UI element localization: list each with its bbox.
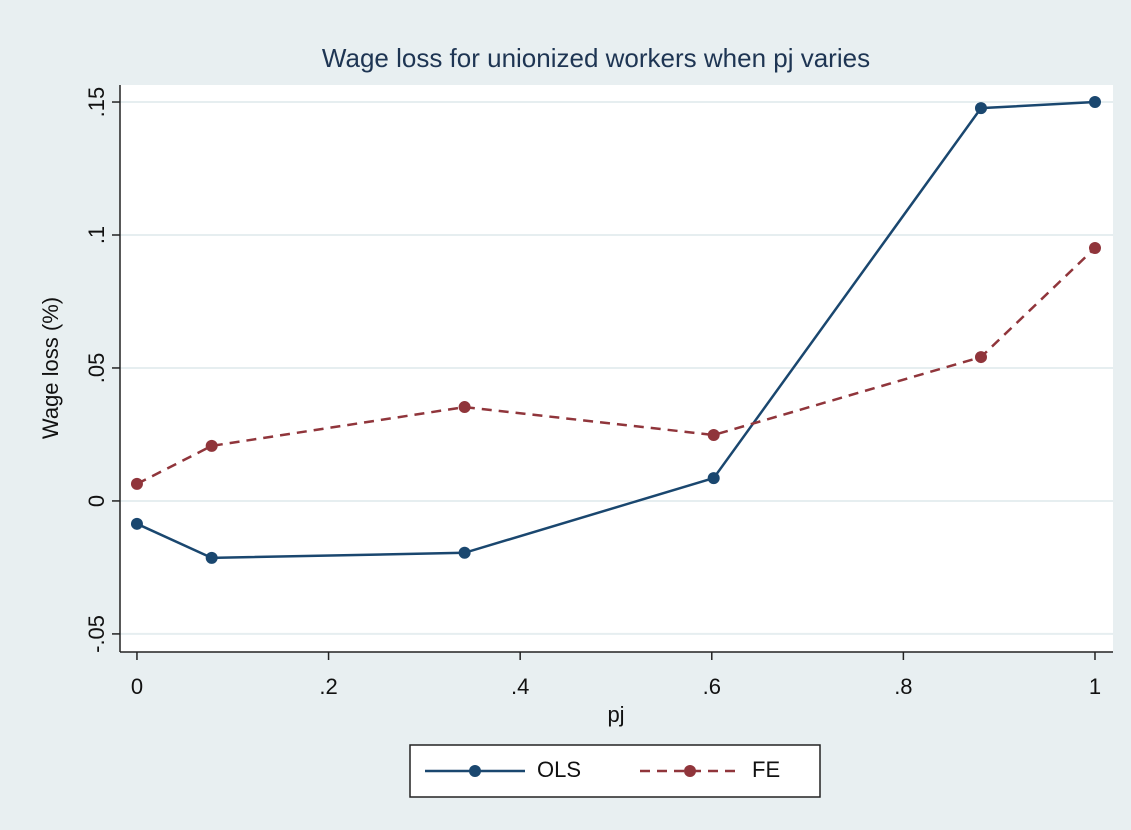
y-axis-title: Wage loss (%) xyxy=(38,297,63,439)
legend-label: FE xyxy=(752,757,780,782)
point xyxy=(974,102,987,115)
series-line xyxy=(136,247,1096,486)
x-tick-label: 1 xyxy=(1089,674,1101,699)
point xyxy=(458,401,471,414)
y-tick-label: -.05 xyxy=(84,615,109,653)
y-tick-label: .1 xyxy=(84,226,109,244)
x-tick-label: 0 xyxy=(131,674,143,699)
y-tick-label: .05 xyxy=(84,353,109,384)
point xyxy=(130,477,143,490)
point xyxy=(1088,96,1101,109)
point xyxy=(707,472,720,485)
x-tick-label: .4 xyxy=(511,674,529,699)
y-tick-label: .15 xyxy=(84,87,109,118)
point xyxy=(458,546,471,559)
y-tick-label: 0 xyxy=(84,495,109,507)
point xyxy=(130,517,143,530)
point xyxy=(707,428,720,441)
x-tick-label: .2 xyxy=(319,674,337,699)
x-axis-title: pj xyxy=(607,702,624,727)
point xyxy=(205,551,218,564)
x-tick-label: .6 xyxy=(703,674,721,699)
legend-label: OLS xyxy=(537,757,581,782)
chart-title: Wage loss for unionized workers when pj … xyxy=(322,43,870,73)
series-line xyxy=(136,100,1096,560)
legend-marker xyxy=(684,765,696,777)
legend-marker xyxy=(469,765,481,777)
x-tick-label: .8 xyxy=(894,674,912,699)
point xyxy=(205,439,218,452)
point xyxy=(1088,242,1101,255)
point xyxy=(974,351,987,364)
